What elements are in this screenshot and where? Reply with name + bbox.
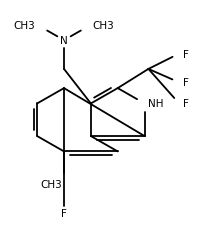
Text: N: N	[60, 36, 68, 46]
Text: NH: NH	[149, 99, 164, 109]
Text: F: F	[61, 208, 67, 218]
Text: F: F	[183, 78, 189, 88]
Text: F: F	[183, 49, 189, 59]
Text: F: F	[183, 99, 189, 109]
Text: CH3: CH3	[93, 21, 115, 31]
Text: CH3: CH3	[40, 179, 62, 189]
Text: CH3: CH3	[14, 21, 35, 31]
